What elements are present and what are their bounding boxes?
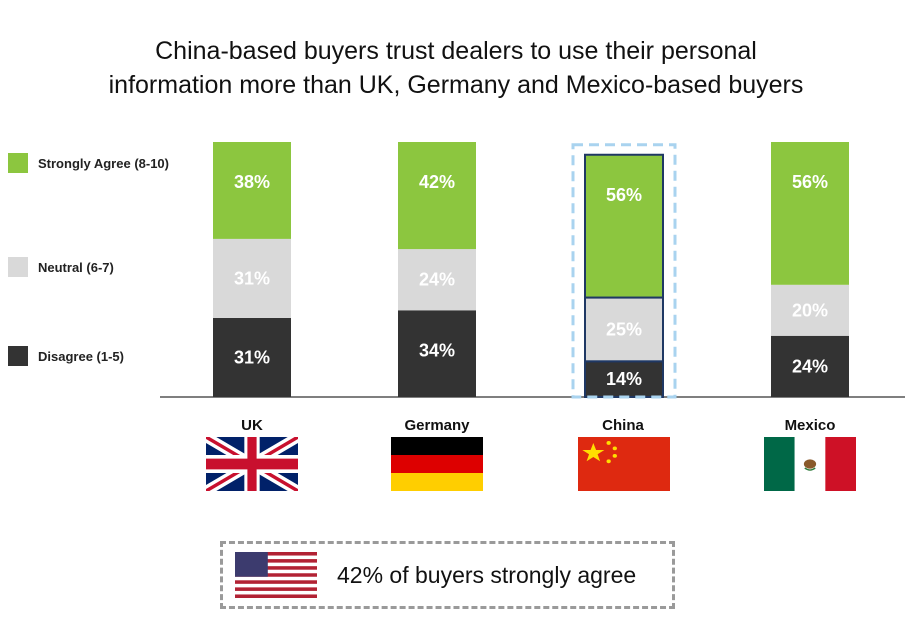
data-label-china-neutral: 25% — [606, 319, 642, 339]
legend-label-strongly-agree: Strongly Agree (8-10) — [38, 155, 169, 171]
bar-segment-mexico-disagree — [771, 335, 849, 397]
category-label-germany: Germany — [404, 417, 470, 434]
bar-segment-china-neutral — [584, 296, 664, 363]
bar-segment-germany-disagree — [398, 310, 476, 397]
data-label-mexico-neutral: 20% — [792, 300, 828, 320]
chart-title: China-based buyers trust dealers to use … — [0, 34, 912, 102]
bar-segment-mexico-neutral — [771, 284, 849, 336]
bar-segment-mexico-strongly-agree — [771, 142, 849, 285]
title-line-1: China-based buyers trust dealers to use … — [155, 37, 757, 65]
uk-flag-icon — [206, 437, 298, 491]
data-label-china-disagree: 14% — [606, 369, 642, 389]
data-label-uk-strongly-agree: 38% — [234, 172, 270, 192]
legend-item-neutral: Neutral (6-7) — [8, 257, 114, 277]
category-label-china: China — [602, 417, 644, 434]
legend-label-disagree: Disagree (1-5) — [38, 348, 124, 364]
us-note-box: 42% of buyers strongly agree — [220, 541, 675, 609]
bar-segment-germany-strongly-agree — [398, 142, 476, 250]
highlight-box-china — [571, 143, 677, 399]
data-label-germany-neutral: 24% — [419, 270, 455, 290]
legend-swatch-strongly-agree — [8, 153, 28, 173]
data-label-germany-disagree: 34% — [419, 340, 455, 360]
legend-item-strongly-agree: Strongly Agree (8-10) — [8, 153, 169, 173]
bar-segment-germany-neutral — [398, 249, 476, 311]
legend-swatch-neutral — [8, 257, 28, 277]
title-line-2: information more than UK, Germany and Me… — [108, 71, 804, 99]
data-label-germany-strongly-agree: 42% — [419, 172, 455, 192]
bar-segment-china-strongly-agree — [584, 153, 664, 299]
china-flag-icon — [578, 437, 670, 491]
germany-flag-icon — [391, 437, 483, 491]
legend-swatch-disagree — [8, 346, 28, 366]
legend-label-neutral: Neutral (6-7) — [38, 259, 114, 275]
bar-segment-uk-neutral — [213, 238, 291, 318]
bar-segment-uk-disagree — [213, 317, 291, 397]
data-label-china-strongly-agree: 56% — [606, 185, 642, 205]
mexico-flag-icon — [764, 437, 856, 491]
category-label-uk: UK — [241, 417, 263, 434]
category-label-mexico: Mexico — [784, 417, 836, 434]
legend-item-disagree: Disagree (1-5) — [8, 346, 124, 366]
bar-segment-uk-strongly-agree — [213, 142, 291, 239]
data-label-uk-disagree: 31% — [234, 347, 270, 367]
bar-segment-china-disagree — [584, 360, 664, 398]
data-label-uk-neutral: 31% — [234, 268, 270, 288]
us-note-text: 42% of buyers strongly agree — [337, 561, 637, 588]
us-flag-icon — [235, 552, 317, 598]
data-label-mexico-disagree: 24% — [792, 356, 828, 376]
data-label-mexico-strongly-agree: 56% — [792, 172, 828, 192]
